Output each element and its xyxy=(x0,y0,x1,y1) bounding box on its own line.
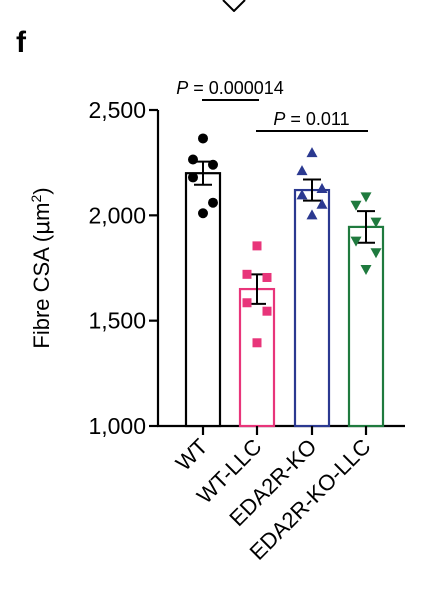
bar xyxy=(293,188,331,428)
data-point xyxy=(296,165,308,176)
p-symbol: P xyxy=(176,78,188,98)
x-tick-label: WT xyxy=(171,434,213,476)
y-tick-label: 2,000 xyxy=(88,202,146,228)
data-point xyxy=(252,241,262,251)
data-point xyxy=(316,183,328,193)
y-axis-title-unit: m xyxy=(29,203,54,221)
data-point xyxy=(360,265,372,276)
data-point xyxy=(370,217,382,228)
data-point xyxy=(208,197,218,208)
y-axis-title-main: Fibre CSA ( xyxy=(29,234,54,348)
p-value-label: P = 0.000014 xyxy=(176,78,284,98)
data-point xyxy=(262,306,272,316)
data-point xyxy=(252,338,262,348)
data-point xyxy=(296,189,308,200)
panel-label: f xyxy=(16,26,26,59)
data-point xyxy=(242,269,252,279)
data-point xyxy=(306,147,318,158)
svg-text:Fibre CSA (μm2): Fibre CSA (μm2) xyxy=(28,187,55,348)
p-value-label: P = 0.011 xyxy=(273,109,349,129)
p-value-text: = 0.000014 xyxy=(188,78,284,98)
data-point xyxy=(242,298,252,308)
y-axis-title-close: ) xyxy=(29,187,54,194)
data-point xyxy=(198,133,208,144)
data-point xyxy=(370,248,382,259)
data-point xyxy=(262,272,272,282)
y-tick-label: 1,000 xyxy=(88,413,146,439)
data-point xyxy=(306,209,318,220)
y-tick-label: 1,500 xyxy=(88,308,146,334)
data-point xyxy=(198,208,208,219)
data-point xyxy=(188,154,198,165)
data-point xyxy=(208,159,218,170)
cropped-marker-fragment xyxy=(222,0,246,12)
y-axis-title: Fibre CSA (μm2) xyxy=(28,187,55,348)
y-axis-title-sup: 2 xyxy=(28,195,44,203)
p-value-text: = 0.011 xyxy=(285,109,349,129)
data-point xyxy=(360,192,372,203)
data-point xyxy=(316,198,328,209)
data-point xyxy=(350,200,362,211)
y-axis-title-mu: μ xyxy=(30,221,55,235)
data-point xyxy=(350,236,362,247)
y-tick-label: 2,500 xyxy=(88,97,146,123)
data-point xyxy=(188,172,198,183)
bar xyxy=(347,225,385,428)
p-symbol: P xyxy=(273,109,285,129)
